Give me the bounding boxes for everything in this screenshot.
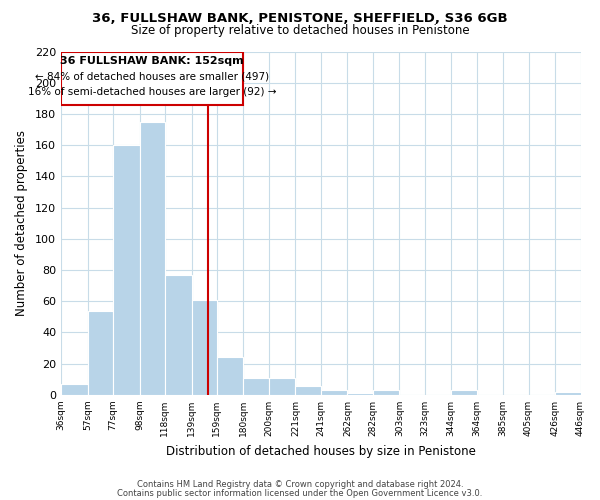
Bar (217, 358, 244, 395)
Bar (373, 390, 400, 395)
Bar (61, 384, 88, 395)
Y-axis label: Number of detached properties: Number of detached properties (15, 130, 28, 316)
Bar (321, 390, 347, 395)
Bar (555, 392, 581, 395)
Text: Contains public sector information licensed under the Open Government Licence v3: Contains public sector information licen… (118, 488, 482, 498)
Bar (113, 145, 140, 395)
Bar (191, 300, 217, 395)
Bar (244, 378, 269, 395)
Text: 36 FULLSHAW BANK: 152sqm: 36 FULLSHAW BANK: 152sqm (61, 56, 244, 66)
X-axis label: Distribution of detached houses by size in Penistone: Distribution of detached houses by size … (166, 444, 476, 458)
Text: ← 84% of detached houses are smaller (497): ← 84% of detached houses are smaller (49… (35, 72, 269, 82)
Bar (269, 378, 295, 395)
Bar (140, 122, 165, 395)
FancyBboxPatch shape (61, 52, 244, 104)
Bar (295, 386, 321, 395)
Bar (347, 394, 373, 395)
Bar (451, 390, 476, 395)
Bar (165, 274, 191, 395)
Text: 36, FULLSHAW BANK, PENISTONE, SHEFFIELD, S36 6GB: 36, FULLSHAW BANK, PENISTONE, SHEFFIELD,… (92, 12, 508, 26)
Text: 16% of semi-detached houses are larger (92) →: 16% of semi-detached houses are larger (… (28, 86, 277, 97)
Text: Size of property relative to detached houses in Penistone: Size of property relative to detached ho… (131, 24, 469, 37)
Bar (88, 310, 113, 395)
Text: Contains HM Land Registry data © Crown copyright and database right 2024.: Contains HM Land Registry data © Crown c… (137, 480, 463, 489)
